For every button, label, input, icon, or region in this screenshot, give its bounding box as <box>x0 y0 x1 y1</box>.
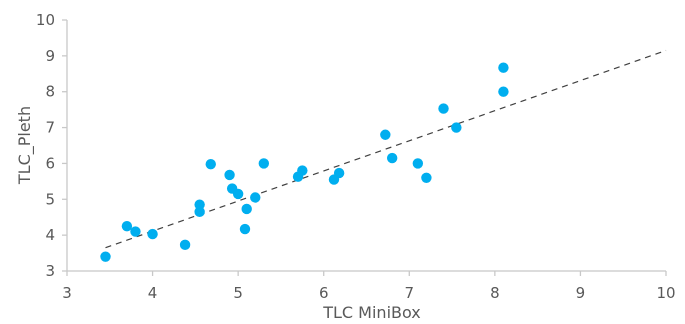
y-tick-label: 4 <box>45 226 55 244</box>
data-point <box>412 158 424 169</box>
y-tick-label: 8 <box>45 83 55 101</box>
data-point <box>194 199 205 210</box>
data-point <box>179 239 191 251</box>
x-tick-label: 4 <box>148 284 158 302</box>
y-tick-label: 7 <box>45 119 55 137</box>
data-point <box>194 206 205 218</box>
data-point <box>386 152 398 164</box>
data-point <box>258 158 270 169</box>
x-tick-label: 5 <box>233 284 243 302</box>
data-point <box>297 165 308 176</box>
y-axis-title: TLC_Pleth <box>15 106 35 185</box>
x-tick-label: 10 <box>656 284 675 302</box>
data-point <box>498 62 509 73</box>
trendline-layer <box>105 49 667 249</box>
data-point <box>333 167 345 179</box>
x-tick-label: 9 <box>576 284 586 302</box>
axes-layer <box>62 19 667 276</box>
data-point <box>451 122 462 133</box>
y-tick-label: 6 <box>45 154 55 172</box>
y-tick-label: 5 <box>45 190 55 208</box>
data-point <box>205 158 216 170</box>
y-tick-label: 10 <box>36 11 55 29</box>
x-axis-title: TLC MiniBox <box>322 303 421 320</box>
data-point <box>250 192 261 203</box>
data-point <box>380 129 391 140</box>
x-tick-label: 3 <box>62 284 72 302</box>
data-point <box>130 226 141 237</box>
data-point <box>232 188 244 200</box>
y-tick-label: 3 <box>45 262 55 280</box>
x-tick-label: 8 <box>490 284 500 302</box>
data-point <box>438 103 449 114</box>
data-point <box>147 228 158 240</box>
data-point <box>121 220 133 232</box>
x-tick-label: 7 <box>405 284 415 302</box>
x-tick-label: 6 <box>319 284 329 302</box>
data-point <box>421 172 432 183</box>
data-point <box>100 251 111 262</box>
tick-labels-layer: 3 4 5 6 7 8 9 10 3 4 5 6 7 8 9 10 <box>36 11 676 302</box>
trendline <box>105 49 667 249</box>
y-tick-label: 9 <box>45 47 55 65</box>
data-point <box>498 86 509 97</box>
data-point <box>224 169 235 181</box>
data-point <box>241 203 252 215</box>
data-point <box>239 223 251 235</box>
data-points-layer <box>100 62 509 262</box>
